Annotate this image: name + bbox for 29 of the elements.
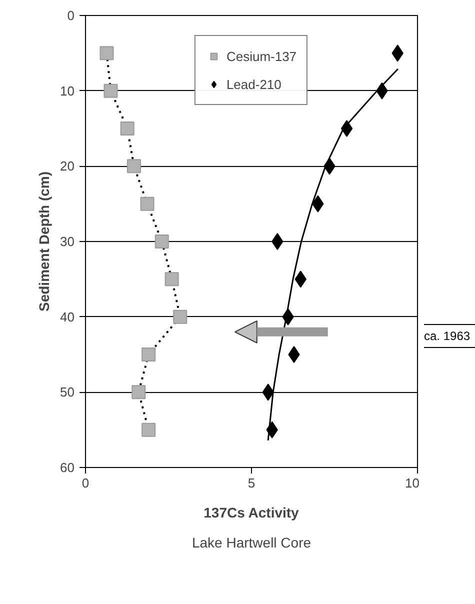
point: [288, 346, 300, 363]
point: [272, 233, 284, 250]
point: [132, 385, 146, 400]
legend-label: Cesium-137: [226, 48, 297, 64]
point: [164, 272, 179, 286]
y-tick-label: 20: [60, 158, 75, 174]
y-tick-label: 50: [60, 384, 75, 400]
x-tick-label: 0: [82, 476, 90, 490]
y-tick-label: 0: [67, 8, 75, 23]
y-tick-label: 60: [60, 460, 75, 475]
point: [154, 234, 169, 248]
point: [142, 348, 156, 362]
point: [126, 159, 141, 174]
text: Lake Hartwell Core: [192, 534, 312, 550]
y-axis-title: Sediment Depth (cm): [36, 171, 52, 312]
point: [120, 122, 134, 136]
point: [104, 84, 118, 98]
text: ca. 1963: [424, 328, 470, 345]
legend-label: Lead-210: [226, 76, 282, 92]
point: [142, 422, 156, 437]
x-tick-label: 10: [405, 476, 420, 490]
point: [140, 196, 154, 211]
y-tick-label: 10: [60, 83, 75, 98]
point: [173, 310, 188, 324]
x-axis-title: 137Cs Activity: [204, 504, 300, 520]
x-tick-label: 5: [248, 476, 256, 490]
point: [100, 46, 114, 60]
y-tick-label: 40: [60, 309, 75, 324]
y-tick-label: 30: [60, 234, 75, 249]
